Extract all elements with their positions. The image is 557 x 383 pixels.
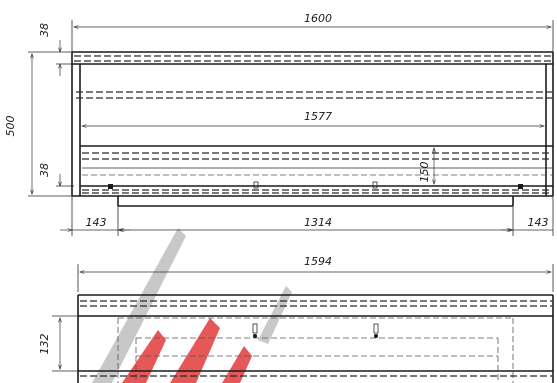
top-view: 1600 500 38 38 1577 — [4, 12, 554, 236]
dim-right-offset: 143 — [528, 216, 549, 229]
dim-profile-height: 150 — [418, 162, 431, 183]
dim-slot-width: 1314 — [304, 216, 332, 229]
dim-lower-width: 1594 — [304, 255, 332, 268]
dim-top-width: 1600 — [304, 12, 332, 25]
dim-overall-height: 500 — [4, 116, 17, 137]
dim-inner-width: 1577 — [304, 110, 332, 123]
dim-lower-height: 132 — [38, 334, 51, 355]
dim-bottom-strip: 38 — [38, 163, 51, 177]
dim-left-offset: 143 — [86, 216, 107, 229]
dim-top-strip: 38 — [38, 23, 51, 37]
front-view: 1594 132 — [38, 255, 554, 383]
